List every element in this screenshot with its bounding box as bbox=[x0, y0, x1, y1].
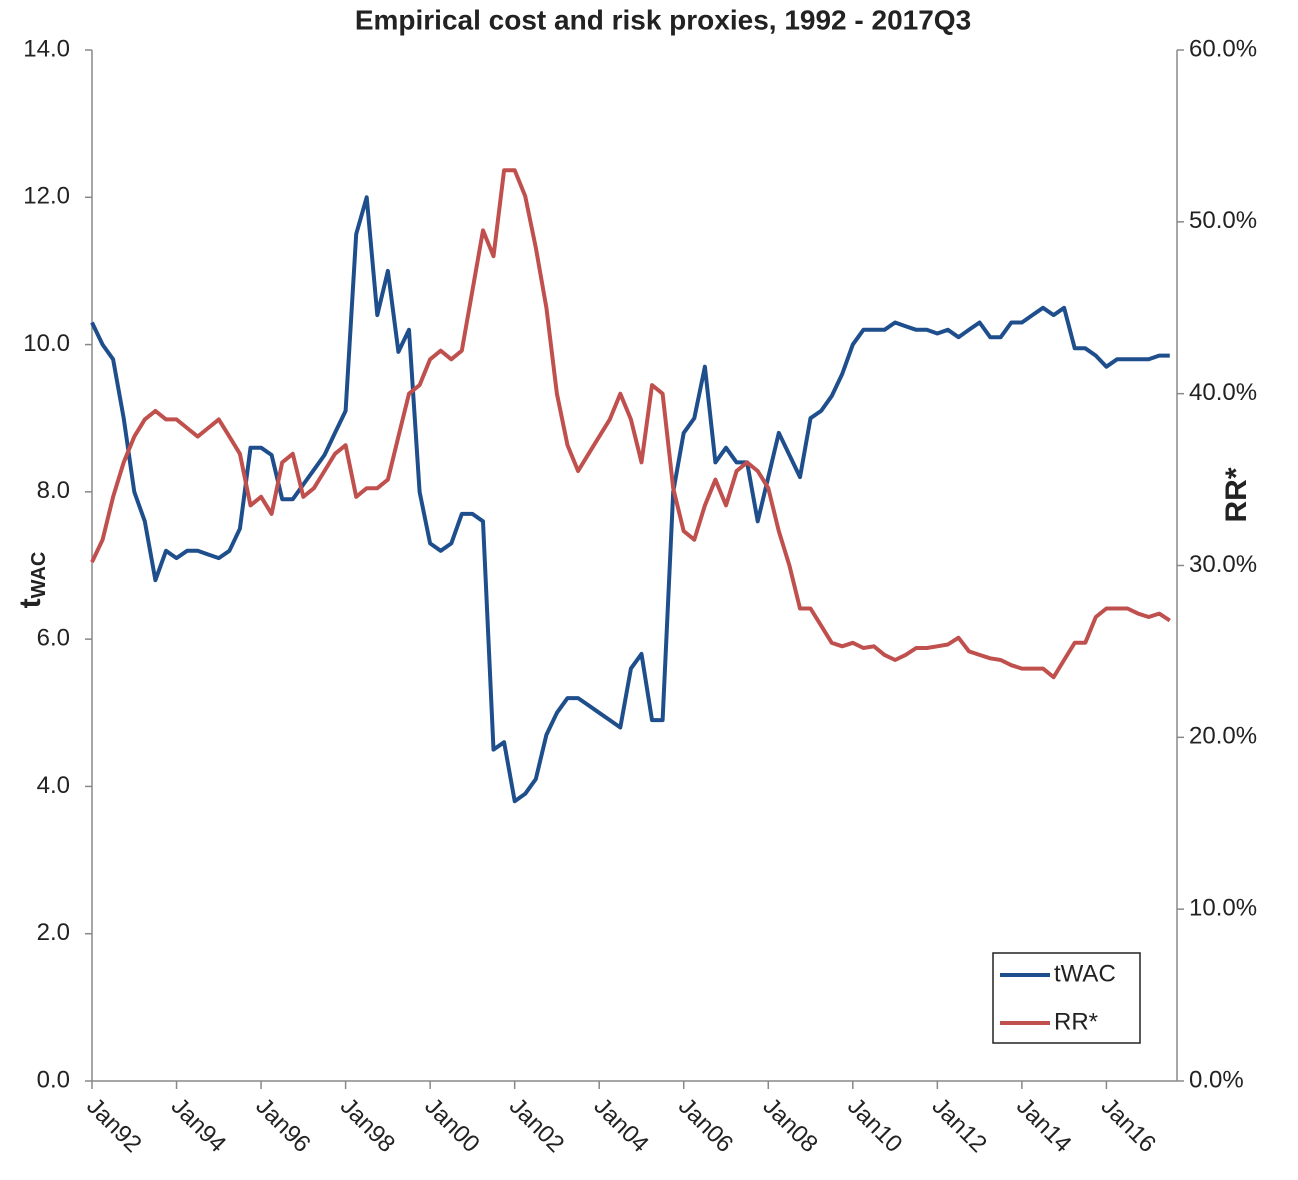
y-tick-label: 2.0 bbox=[37, 919, 70, 946]
legend-box bbox=[992, 952, 1141, 1044]
y-tick-label: 4.0 bbox=[37, 772, 70, 799]
x-tick-label: Jan02 bbox=[504, 1093, 569, 1158]
y-tick-label: 10.0 bbox=[23, 330, 70, 357]
y2-tick-label: 60.0% bbox=[1189, 35, 1257, 62]
chart-title: Empirical cost and risk proxies, 1992 - … bbox=[355, 4, 971, 35]
y2-tick-label: 40.0% bbox=[1189, 379, 1257, 406]
y-tick-label: 8.0 bbox=[37, 477, 70, 504]
y2-tick-label: 10.0% bbox=[1189, 895, 1257, 922]
x-tick-label: Jan10 bbox=[842, 1093, 907, 1158]
line-series bbox=[90, 195, 1170, 804]
line-series bbox=[90, 168, 1171, 680]
x-tick-label: Jan96 bbox=[250, 1093, 315, 1158]
legend-label: RR* bbox=[1054, 1008, 1098, 1035]
x-tick-label: Jan12 bbox=[927, 1093, 992, 1158]
y-label-main: t bbox=[14, 598, 47, 608]
y-tick-label: 14.0 bbox=[23, 35, 70, 62]
y2-tick-label: 20.0% bbox=[1189, 723, 1257, 750]
x-tick-label: Jan98 bbox=[335, 1093, 400, 1158]
y-axis-label: tWAC bbox=[14, 552, 50, 609]
x-tick-label: Jan00 bbox=[419, 1093, 484, 1158]
x-tick-label: Jan06 bbox=[673, 1093, 738, 1158]
y2-tick-label: 0.0% bbox=[1189, 1066, 1244, 1093]
y-tick-label: 0.0 bbox=[37, 1066, 70, 1093]
legend-label: tWAC bbox=[1054, 960, 1116, 987]
y-label-sub: WAC bbox=[28, 552, 50, 599]
x-tick-label: Jan04 bbox=[588, 1093, 653, 1158]
y-tick-label: 12.0 bbox=[23, 183, 70, 210]
x-tick-label: Jan14 bbox=[1011, 1093, 1076, 1158]
y-tick-label: 6.0 bbox=[37, 624, 70, 651]
y2-tick-label: 30.0% bbox=[1189, 551, 1257, 578]
y2-axis-label: RR* bbox=[1220, 467, 1253, 522]
x-tick-label: Jan92 bbox=[81, 1093, 146, 1158]
x-tick-label: Jan08 bbox=[758, 1093, 823, 1158]
x-tick-label: Jan16 bbox=[1096, 1093, 1161, 1158]
x-tick-label: Jan94 bbox=[166, 1093, 231, 1158]
y2-tick-label: 50.0% bbox=[1189, 207, 1257, 234]
